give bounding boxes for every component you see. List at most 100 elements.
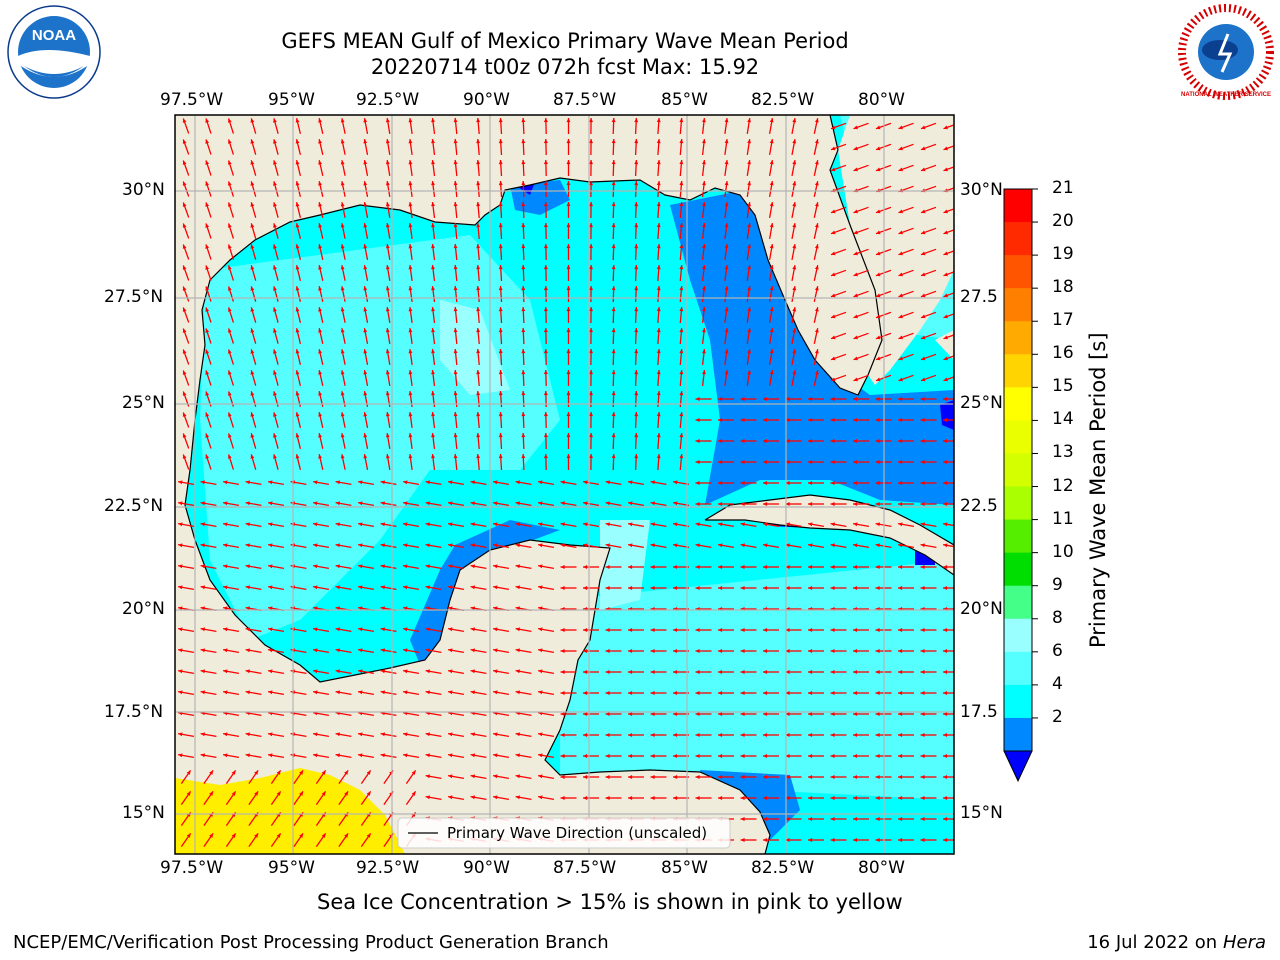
wave-arrow-head [366,791,371,796]
wave-arrow-head [875,628,880,632]
wave-arrow-head [679,349,684,354]
wave-arrow-head [853,628,858,632]
period-zone-8-9-center [440,300,510,395]
noaa-logo: NOAA [4,4,104,108]
wave-arrow-head [403,543,408,548]
wave-arrow-head [200,753,205,758]
wave-arrow-head [250,202,255,207]
wave-arrow-head [769,139,774,144]
wave-arrow-head [656,412,661,417]
wave-arrow-head [245,585,250,590]
wave-arrow-head [853,838,858,842]
wave-arrow-head [566,307,571,312]
wave-arrow-head [498,265,503,270]
wave-arrow-head [223,480,228,485]
wave-arrow-head [876,272,881,277]
lon-label-bottom: 97.5°W [160,858,224,878]
wave-arrow-head [431,244,435,249]
colorbar-cell [1004,222,1032,256]
wave-arrow-head [808,628,813,632]
map-frame [174,114,955,855]
wave-arrow-head [358,669,363,674]
wave-arrow-head [583,691,588,695]
wave-arrow-head [254,770,259,775]
wave-arrow-head [718,796,723,800]
wave-arrow-head [702,349,706,354]
wave-arrow-head [318,139,322,144]
wave-arrow-head [318,370,322,375]
wave-arrow-head [898,502,903,506]
wave-arrow-head [673,649,678,653]
wave-arrow-head [876,125,881,130]
wave-arrow-head [898,481,903,485]
wave-arrow-head [740,481,745,485]
colorbar-cell [1004,618,1032,653]
wave-arrow-head [385,433,390,438]
wave-arrow-head [476,328,481,333]
wave-arrow-head [769,202,774,207]
wave-arrow-head [792,307,797,312]
wave-arrow-head [205,160,210,165]
wave-arrow-head [695,502,700,506]
wave-arrow-head [200,606,205,611]
wave-arrow-head [853,775,858,779]
lon-label-top: 82.5°W [751,90,815,110]
wave-arrow-head [425,585,430,590]
wave-arrow-head [920,712,925,716]
lat-label-left: 30°N [122,180,165,200]
wave-arrow-head [921,209,926,214]
wave-arrow-head [830,670,835,674]
wave-arrow-head [178,606,183,611]
wave-arrow-head [589,433,593,438]
wave-arrow-head [583,565,588,569]
wave-arrow-head [493,585,498,590]
wave-arrow-head [299,770,304,775]
wave-arrow-head [769,265,774,270]
wave-arrow-head [340,391,345,396]
wave-arrow-head [792,370,797,375]
footer-right: 16 Jul 2022 on Hera [1087,932,1266,953]
wave-arrow-head [521,307,526,312]
wave-arrow-head [673,522,678,527]
wave-arrow-head [408,265,413,270]
wave-arrow-head [273,454,277,459]
wave-arrow-head [830,712,835,716]
colorbar-cell [1004,255,1032,289]
wave-arrow-head [785,565,790,569]
wave-arrow-head [408,118,413,123]
wave-arrow-head [363,391,368,396]
wave-arrow-head [313,732,318,737]
wave-arrow-head [702,370,706,375]
wave-arrow-head [611,349,616,354]
wave-arrow-head [656,307,661,312]
wave-arrow-head [656,118,661,123]
footer-date: 16 Jul 2022 on [1087,932,1223,953]
wave-arrow-head [724,244,729,249]
wave-arrow-head [650,586,655,590]
wave-arrow-head [769,181,774,186]
wave-arrow-head [385,181,390,186]
lat-label-left: 22.5°N [104,496,164,516]
wave-arrow-head [340,433,345,438]
wave-arrow-head [920,670,925,674]
colorbar-cell [1004,453,1032,488]
wave-arrow-head [205,181,210,186]
wave-arrow-head [411,770,416,775]
wave-arrow-head [543,349,548,354]
wave-arrow-head [875,522,880,527]
wave-arrow-head [268,522,273,527]
colorbar-under-triangle [1003,750,1033,783]
wave-arrow-head [178,564,183,569]
wave-arrow-head [921,314,926,319]
wave-arrow-head [223,648,228,653]
wave-arrow-head [498,433,503,438]
wave-arrow-head [380,480,385,485]
wave-arrow-head [921,167,926,172]
wave-arrow-head [792,202,797,207]
wave-arrow-head [515,627,520,632]
wave-arrow-head [560,670,565,674]
wave-arrow-head [543,391,548,396]
wave-arrow-head [605,543,610,548]
lon-label-top: 92.5°W [356,90,420,110]
wave-arrow-head [583,775,588,779]
